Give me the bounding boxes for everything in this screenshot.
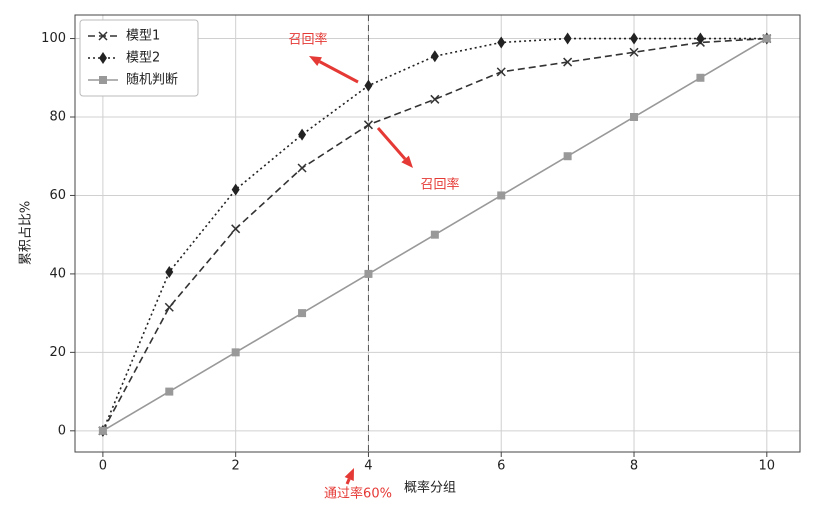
- y-tick-label: 0: [58, 423, 66, 438]
- marker: [430, 50, 439, 63]
- y-tick-label: 60: [49, 188, 66, 203]
- y-axis-label: 累积占比%: [19, 201, 34, 265]
- marker: [231, 183, 240, 196]
- marker: [563, 57, 573, 67]
- marker: [630, 32, 639, 45]
- annotation: 通过率60%: [324, 486, 392, 502]
- x-tick-label: 0: [99, 459, 107, 474]
- marker: [762, 34, 771, 43]
- marker: [497, 36, 506, 49]
- legend-label: 模型2: [126, 51, 160, 66]
- x-tick-label: 4: [364, 459, 372, 474]
- marker: [164, 302, 174, 312]
- y-tick-label: 20: [49, 345, 66, 360]
- legend-marker: [99, 52, 107, 64]
- annotation-arrowhead: [401, 155, 413, 168]
- marker: [563, 32, 572, 45]
- x-tick-label: 6: [497, 459, 505, 474]
- plot-frame: [74, 14, 801, 453]
- y-tick-label: 100: [41, 31, 66, 46]
- marker: [364, 269, 373, 278]
- marker: [165, 387, 174, 396]
- marker: [496, 67, 506, 77]
- annotation-arrow: [376, 127, 407, 160]
- marker: [630, 112, 639, 121]
- marker: [363, 120, 373, 130]
- legend-marker: [98, 31, 108, 41]
- marker: [165, 265, 174, 278]
- marker: [298, 128, 307, 141]
- marker: [231, 348, 240, 357]
- marker: [563, 152, 572, 161]
- marker: [231, 224, 241, 234]
- legend-label: 随机判断: [126, 73, 178, 88]
- marker: [364, 79, 373, 92]
- annotation: 召回率: [420, 177, 459, 193]
- annotation-arrowhead: [309, 56, 322, 67]
- x-tick-label: 8: [630, 459, 638, 474]
- marker: [629, 47, 639, 57]
- annotation-arrow: [345, 478, 351, 485]
- annotation: 召回率: [288, 32, 327, 48]
- legend-label: 模型1: [126, 29, 160, 44]
- marker: [430, 94, 440, 104]
- y-tick-label: 80: [49, 109, 66, 124]
- x-tick-label: 2: [232, 459, 240, 474]
- x-axis-label: 概率分组: [404, 480, 456, 496]
- legend-marker: [99, 76, 107, 84]
- marker: [430, 230, 439, 239]
- marker: [98, 426, 107, 435]
- marker: [696, 73, 705, 82]
- x-tick-label: 10: [759, 459, 776, 474]
- y-tick-label: 40: [49, 266, 66, 281]
- annotation-arrowhead: [344, 468, 354, 481]
- marker: [497, 191, 506, 200]
- marker: [298, 309, 307, 318]
- marker: [696, 32, 705, 45]
- annotation-arrow: [318, 60, 359, 84]
- marker: [297, 163, 307, 173]
- legend-box: [79, 19, 199, 97]
